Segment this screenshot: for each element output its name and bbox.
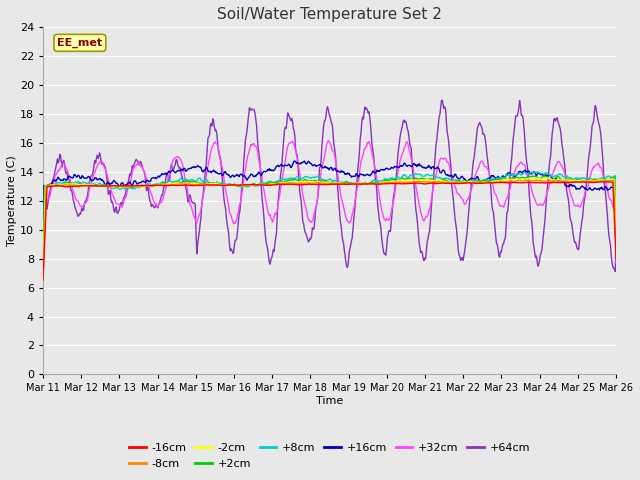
Title: Soil/Water Temperature Set 2: Soil/Water Temperature Set 2: [217, 7, 442, 22]
X-axis label: Time: Time: [316, 396, 343, 406]
Y-axis label: Temperature (C): Temperature (C): [7, 156, 17, 246]
Legend: -16cm, -8cm, -2cm, +2cm, +8cm, +16cm, +32cm, +64cm: -16cm, -8cm, -2cm, +2cm, +8cm, +16cm, +3…: [125, 439, 534, 473]
Text: EE_met: EE_met: [58, 38, 102, 48]
